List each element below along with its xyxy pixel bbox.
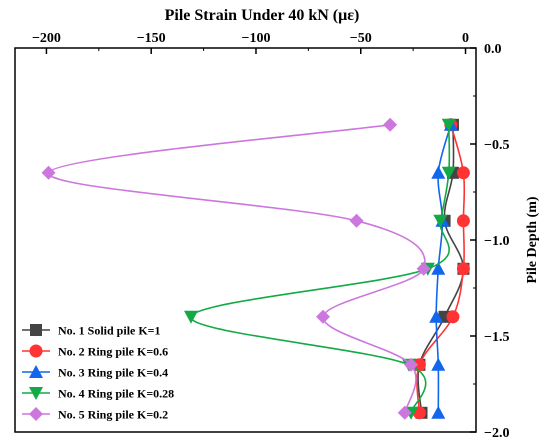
series-4-point — [184, 310, 199, 324]
series-5-point — [41, 165, 56, 180]
series-5 — [41, 117, 431, 420]
legend-item-4: No. 4 Ring pile K=0.28 — [22, 387, 174, 401]
x-tick-label: 0 — [462, 31, 469, 46]
series-2-point — [456, 166, 470, 180]
y-tick-label: −1.0 — [484, 234, 509, 249]
y-tick-label: −2.0 — [484, 426, 509, 441]
legend-label: No. 4 Ring pile K=0.28 — [58, 387, 174, 401]
x-tick-label: −200 — [32, 31, 61, 46]
x-tick-label: −50 — [350, 31, 372, 46]
series-4-point — [441, 166, 456, 180]
legend-item-3: No. 3 Ring pile K=0.4 — [22, 365, 168, 380]
legend-swatch-marker — [29, 365, 43, 378]
series-3-point — [431, 261, 446, 275]
series-5-point — [383, 117, 398, 132]
series-layer — [41, 117, 470, 420]
axes: −200 −150 −100 −50 0 0.0 −0.5 −1.0 −1.5 −2.0 Pile … — [14, 31, 540, 441]
legend-swatch-marker — [29, 407, 43, 421]
series-2-point — [456, 262, 470, 276]
legend-label: No. 1 Solid pile K=1 — [58, 324, 161, 338]
series-4-point — [441, 118, 456, 132]
legend-item-5: No. 5 Ring pile K=0.2 — [22, 407, 168, 422]
y-tick-label: 0.0 — [484, 42, 502, 57]
x-tick-label: −100 — [241, 31, 270, 46]
series-5-point — [397, 405, 412, 420]
series-2-point — [446, 310, 460, 324]
series-4-point — [433, 214, 448, 228]
legend-swatch-marker — [30, 324, 42, 336]
series-5-point — [416, 261, 431, 276]
legend-item-1: No. 1 Solid pile K=1 — [22, 324, 161, 338]
legend-label: No. 5 Ring pile K=0.2 — [58, 408, 168, 422]
series-5-point — [316, 309, 331, 324]
series-2-point — [456, 214, 470, 228]
chart-title: Pile Strain Under 40 kN (με) — [165, 7, 360, 24]
y-tick-label: −0.5 — [484, 138, 509, 153]
legend-swatch-marker — [29, 344, 43, 358]
y-axis-label: Pile Depth (m) — [525, 196, 540, 283]
series-3-point — [431, 165, 446, 179]
x-tick-label: −150 — [137, 31, 166, 46]
y-tick-label: −1.5 — [484, 330, 509, 345]
legend-swatch-marker — [29, 387, 43, 400]
series-5-point — [404, 357, 419, 372]
series-3-point — [431, 357, 446, 371]
series-3-point — [431, 405, 446, 419]
series-5-point — [349, 213, 364, 228]
series-5-line — [47, 124, 426, 414]
series-3-point — [429, 309, 444, 323]
legend-label: No. 3 Ring pile K=0.4 — [58, 366, 168, 380]
legend-label: No. 2 Ring pile K=0.6 — [58, 345, 168, 359]
legend: No. 1 Solid pile K=1 No. 2 Ring pile K=0.… — [22, 324, 174, 422]
legend-item-2: No. 2 Ring pile K=0.6 — [22, 344, 168, 359]
